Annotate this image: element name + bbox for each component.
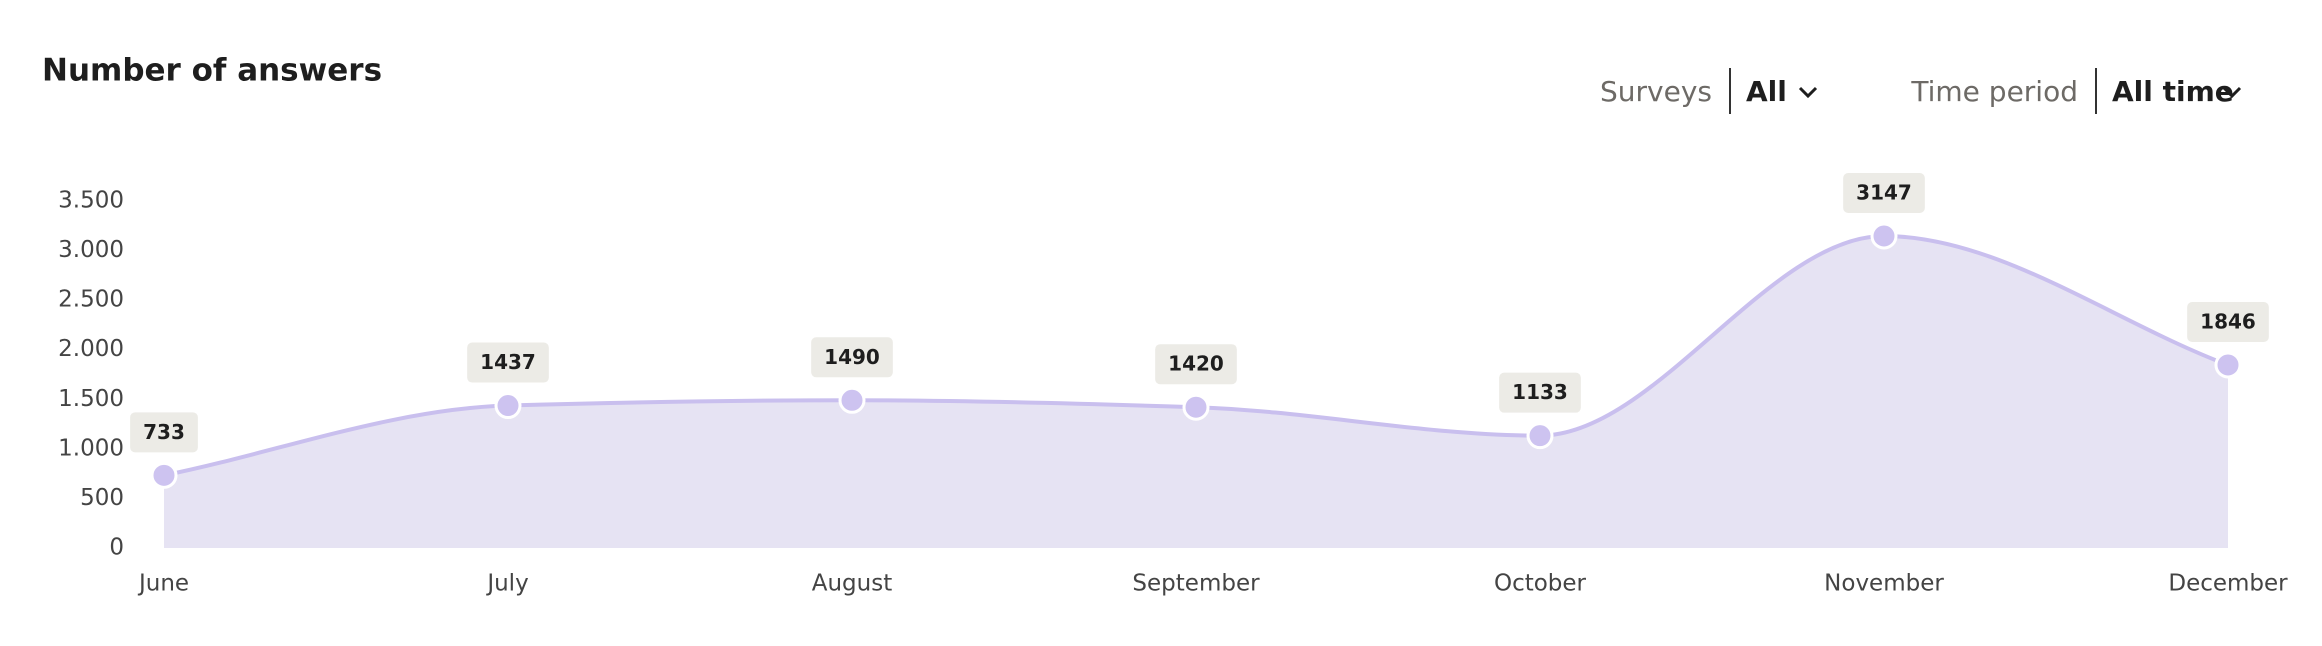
value-label-box: [1499, 372, 1581, 413]
value-label-text: 1420: [1168, 352, 1224, 376]
x-tick-label: June: [137, 571, 189, 597]
value-label-box: [1843, 172, 1925, 213]
filter-label: Time period: [1910, 75, 2078, 108]
x-tick-label: December: [2168, 571, 2288, 597]
y-tick-label: 3.000: [58, 237, 124, 263]
value-label-text: 1490: [824, 345, 880, 369]
x-tick-label: September: [1132, 571, 1260, 597]
data-point: [1526, 422, 1554, 450]
x-tick-label: October: [1494, 571, 1587, 597]
value-label: 1420: [1155, 344, 1237, 385]
x-tick-label: November: [1824, 571, 1944, 597]
surveys-filter[interactable]: Surveys All: [1600, 68, 1818, 114]
y-tick-label: 2.000: [58, 336, 124, 362]
filter-value: All: [1746, 75, 1787, 108]
chevron: [1798, 86, 1818, 99]
value-label: 3147: [1843, 172, 1925, 213]
y-tick-label: 2.500: [58, 287, 124, 313]
data-point: [150, 461, 178, 489]
time-filter[interactable]: Time period All time: [1910, 68, 2242, 114]
value-label-box: [1155, 344, 1237, 385]
data-point: [838, 386, 866, 414]
value-label-text: 3147: [1856, 180, 1912, 204]
value-label: 1490: [811, 337, 893, 378]
value-label-box: [467, 342, 549, 383]
area: [164, 235, 2228, 548]
value-label-text: 1133: [1512, 380, 1568, 404]
value-label-box: [2187, 301, 2269, 342]
value-label-text: 1437: [480, 350, 536, 374]
value-label: 733: [130, 412, 198, 453]
chart-title: Number of answers: [42, 53, 382, 89]
value-label-box: [130, 412, 198, 453]
value-label-text: 1846: [2200, 309, 2256, 333]
data-point: [1182, 393, 1210, 421]
y-tick-label: 0: [109, 535, 124, 561]
y-tick-label: 1.500: [58, 386, 124, 412]
y-tick-label: 3.500: [58, 188, 124, 214]
value-label-text: 733: [143, 420, 185, 444]
y-tick-label: 500: [80, 485, 124, 511]
filter-value: All time: [2112, 75, 2234, 108]
x-tick-label: August: [812, 571, 893, 597]
value-label-box: [811, 337, 893, 378]
filter-label: Surveys: [1600, 75, 1712, 108]
x-tick-label: July: [485, 571, 528, 597]
data-point: [494, 392, 522, 420]
data-point: [1870, 222, 1898, 250]
value-label: 1437: [467, 342, 549, 383]
value-label: 1846: [2187, 301, 2269, 342]
chevron: [2222, 86, 2242, 99]
data-point: [2214, 351, 2242, 379]
y-tick-label: 1.000: [58, 435, 124, 461]
value-label: 1133: [1499, 372, 1581, 413]
